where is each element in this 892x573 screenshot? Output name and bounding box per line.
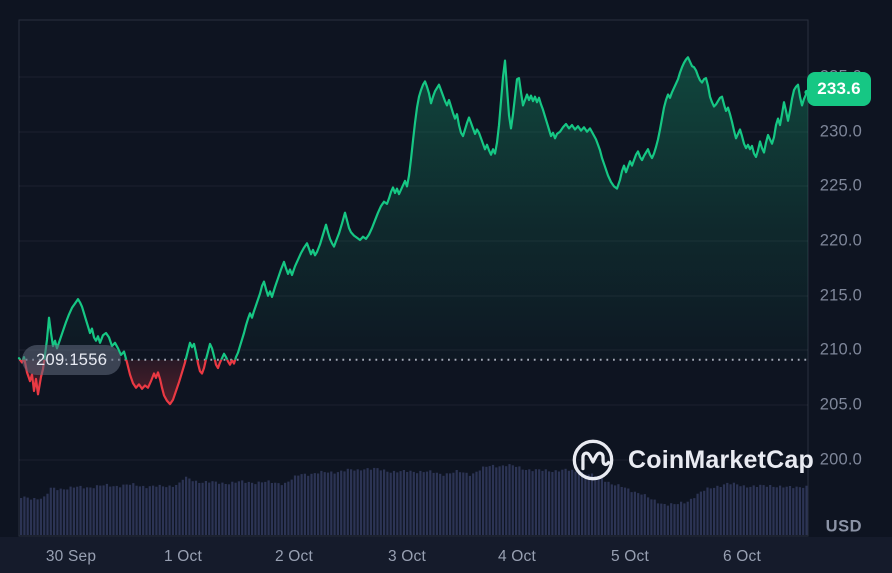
coinmarketcap-logo-icon [572, 439, 614, 481]
coinmarketcap-watermark: CoinMarketCap [570, 437, 814, 483]
baseline-price-value: 209.1556 [36, 350, 108, 369]
current-price-badge: 233.6 [807, 72, 871, 106]
baseline-price-label: 209.1556 [22, 345, 122, 375]
x-axis-strip [0, 537, 892, 573]
watermark-text: CoinMarketCap [628, 445, 814, 474]
